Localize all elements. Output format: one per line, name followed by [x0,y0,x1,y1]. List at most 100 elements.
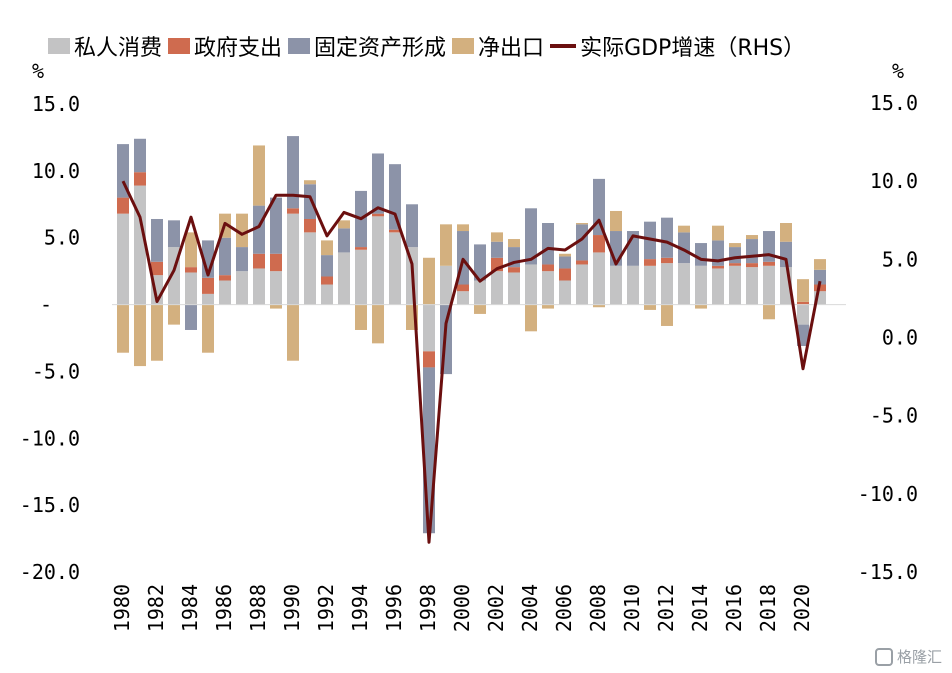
left-axis-layer: % 15.0 10.0 5.0 - -5.0 -10.0 -15.0 -20.0 [20,59,80,584]
legend-line-gdp-growth [550,44,577,48]
x-tick-label: 2004 [518,584,542,632]
bar-net-exports-1994 [355,304,367,330]
legend-swatch-net-exports [452,38,475,54]
bar-net-exports-2007 [576,223,588,225]
bar-fixed-capital-1991 [304,184,316,219]
bar-private-consumption-2020 [797,304,809,325]
bar-net-exports-1980 [117,304,129,353]
bar-private-consumption-1981 [134,185,146,305]
bar-government-spending-2007 [576,260,588,265]
bar-private-consumption-2004 [525,264,537,305]
bar-private-consumption-2011 [644,265,656,305]
bar-government-spending-1992 [321,276,333,285]
bar-fixed-capital-1988 [253,205,265,254]
left-tick-label: -10.0 [20,426,80,450]
bar-government-spending-2011 [644,259,656,266]
bar-net-exports-1984 [185,232,197,268]
bar-fixed-capital-1981 [134,138,146,173]
legend-swatch-government-spending [168,38,191,54]
bar-net-exports-2013 [678,225,690,233]
bar-net-exports-2000 [457,224,469,232]
bar-government-spending-2016 [729,263,741,266]
bar-fixed-capital-1982 [151,218,163,262]
bar-fixed-capital-1989 [270,197,282,254]
bar-fixed-capital-2002 [491,241,503,258]
bar-private-consumption-2001 [474,280,486,305]
line-layer [121,180,822,544]
bar-net-exports-2016 [729,243,741,248]
bar-fixed-capital-1986 [219,237,231,276]
bar-fixed-capital-2001 [474,244,486,281]
bar-net-exports-2018 [763,304,775,320]
legend-label-gdp-growth: 实际GDP增速（RHS） [580,36,806,61]
bar-private-consumption-1990 [287,213,299,305]
bar-government-spending-1995 [372,213,384,217]
bar-fixed-capital-2013 [678,232,690,264]
bar-government-spending-2012 [661,257,673,264]
bar-government-spending-2017 [746,263,758,268]
watermark: 格隆汇 [874,646,942,667]
bar-fixed-capital-2019 [780,241,792,268]
bar-fixed-capital-1993 [338,228,350,253]
legend-swatch-private-consumption [48,38,70,54]
bar-private-consumption-2015 [712,268,724,305]
bar-private-consumption-2003 [508,272,520,305]
bar-fixed-capital-2007 [576,224,588,261]
right-axis-layer: % 15.0 10.0 5.0 0.0 -5.0 -10.0 -15.0 [858,59,918,584]
bar-private-consumption-1988 [253,268,265,305]
left-tick-label: 15.0 [32,92,80,116]
bar-net-exports-1988 [253,145,265,206]
left-tick-label: -15.0 [20,493,80,517]
bar-government-spending-1991 [304,218,316,233]
bar-private-consumption-2013 [678,263,690,305]
bar-fixed-capital-2014 [695,243,707,266]
bar-net-exports-1989 [270,304,282,309]
x-tick-label: 1988 [246,584,270,632]
bar-government-spending-1982 [151,261,163,276]
bar-private-consumption-1996 [389,232,401,305]
bar-fixed-capital-2006 [559,256,571,269]
bar-net-exports-2014 [695,304,707,309]
x-tick-label: 1996 [382,584,406,632]
watermark-text: 格隆汇 [896,648,942,666]
bar-private-consumption-1984 [185,272,197,305]
bar-fixed-capital-1983 [168,220,180,248]
bar-net-exports-2005 [542,304,554,309]
bar-government-spending-1990 [287,208,299,214]
bar-fixed-capital-1996 [389,164,401,230]
bar-net-exports-2004 [525,304,537,332]
legend: 私人消费 政府支出 固定资产形成 净出口 实际GDP增速（RHS） [48,30,811,62]
legend-item-net-exports: 净出口 [452,30,544,62]
bar-private-consumption-1998 [423,304,435,352]
bar-fixed-capital-2017 [746,239,758,264]
bar-private-consumption-2009 [610,265,622,305]
right-tick-label: 0.0 [882,326,918,350]
x-tick-label: 2002 [484,584,508,632]
bar-private-consumption-2010 [627,265,639,305]
bar-private-consumption-2005 [542,271,554,305]
bar-private-consumption-1985 [202,293,214,305]
x-tick-label: 2016 [722,584,746,632]
legend-label-government-spending: 政府支出 [194,36,283,61]
left-tick-label: -5.0 [32,359,80,383]
x-tick-label: 2012 [654,584,678,632]
bar-net-exports-1992 [321,240,333,256]
bar-net-exports-2003 [508,239,520,248]
legend-item-private-consumption: 私人消费 [48,30,162,62]
bar-net-exports-2001 [474,304,486,314]
right-axis-unit: % [892,59,904,83]
bar-private-consumption-2017 [746,267,758,305]
bar-private-consumption-1986 [219,280,231,305]
x-tick-label: 2014 [688,584,712,632]
bar-net-exports-1990 [287,304,299,361]
bar-fixed-capital-1992 [321,255,333,277]
bar-private-consumption-2002 [491,271,503,305]
right-tick-label: -15.0 [858,560,918,584]
x-tick-label: 1982 [144,584,168,632]
bar-government-spending-2003 [508,267,520,273]
legend-label-private-consumption: 私人消费 [74,36,163,61]
bars-layer [117,136,826,534]
bar-government-spending-1986 [219,275,231,281]
bar-government-spending-1989 [270,253,282,272]
